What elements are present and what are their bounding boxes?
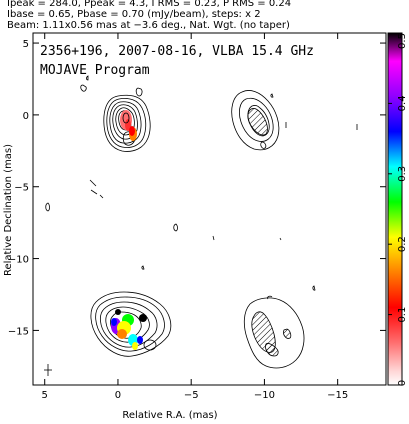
beam-marker <box>44 364 52 376</box>
y-tick-label: −5 <box>14 183 29 194</box>
polarization-color-lower-left <box>111 309 157 351</box>
y-tick-label: −15 <box>8 326 29 337</box>
hatch-upper-right <box>247 108 268 136</box>
x-tick-label: −5 <box>184 390 199 401</box>
x-tick-label: 0 <box>115 390 121 401</box>
contour-panel-lower-right <box>243 295 305 369</box>
colorbar-tick-label: 0.2 <box>397 236 408 252</box>
colorbar-tick-label: 0.4 <box>397 95 408 111</box>
contour-panel-lower-left <box>90 291 172 357</box>
noise-contours <box>45 124 358 291</box>
colorbar-tick-label: 0 <box>397 380 408 386</box>
colorbar-tick-label: 0.3 <box>397 166 408 182</box>
header-line-3: Beam: 1.11x0.56 mas at −3.6 deg., Nat. W… <box>7 20 290 31</box>
y-tick-label: 0 <box>23 111 29 122</box>
plot-subtitle: MOJAVE Program <box>40 63 150 78</box>
x-tick-label: −10 <box>254 390 275 401</box>
header-line-2: Ibase = 0.65, Pbase = 0.70 (mJy/beam), s… <box>7 9 261 20</box>
colorbar-tick-label: 0.5 <box>397 33 408 49</box>
x-tick-label: −15 <box>327 390 348 401</box>
header-line-1: Ipeak = 284.0, Ppeak = 4.3, I RMS = 0.23… <box>7 0 292 9</box>
hatch-lower-right <box>251 311 292 357</box>
x-tick-label: 5 <box>42 390 48 401</box>
polarization-color-upper-left <box>120 110 137 141</box>
x-axis-ticks: 5 0 −5 −10 −15 <box>42 33 348 401</box>
y-tick-label: 5 <box>23 39 29 50</box>
plot-title: 2356+196, 2007-08-16, VLBA 15.4 GHz <box>40 44 314 59</box>
x-axis-label: Relative R.A. (mas) <box>122 410 217 421</box>
y-axis-label: Relative Declination (mas) <box>3 144 14 276</box>
y-tick-label: −10 <box>8 255 29 266</box>
colorbar-ticks: 0 0.1 0.2 0.3 0.4 0.5 <box>388 32 408 386</box>
colorbar-tick-label: 0.1 <box>397 307 408 323</box>
plot-frame <box>32 32 387 386</box>
colorbar <box>387 32 403 386</box>
y-axis-ticks: 5 0 −5 −10 −15 <box>8 39 386 337</box>
